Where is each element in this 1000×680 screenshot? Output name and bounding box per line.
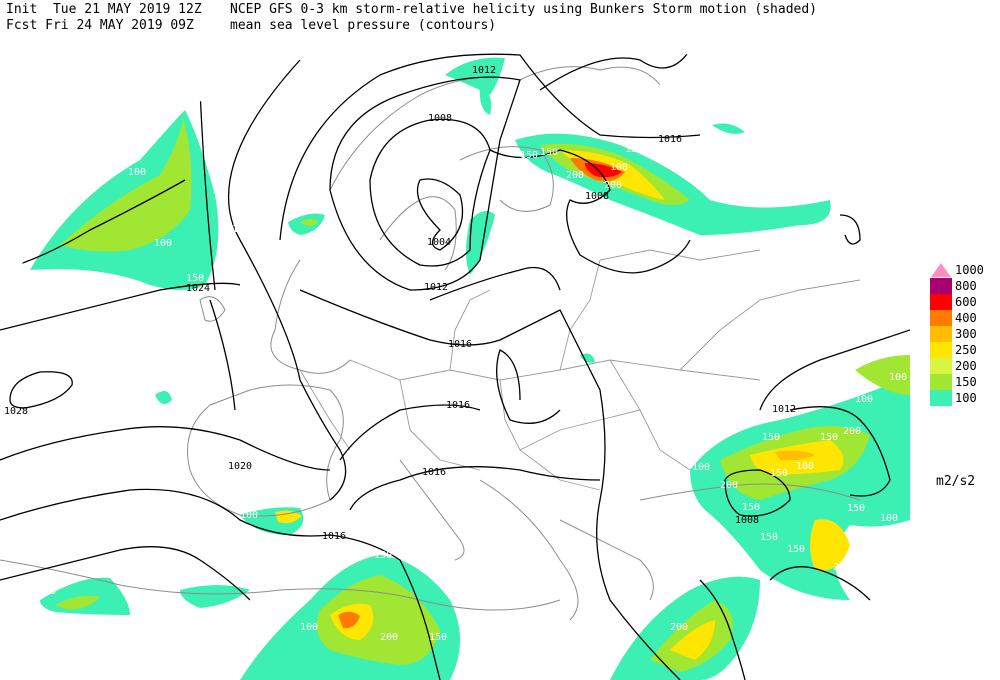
legend-row: 250	[925, 342, 995, 358]
color-legend: 1000 800 600 400 300 250 200 150 100	[925, 262, 995, 406]
legend-row: 300	[925, 326, 995, 342]
helicity-value-label: 200	[720, 480, 738, 491]
contour-label: 1012	[472, 65, 496, 76]
helicity-value-label: 150	[760, 532, 778, 543]
legend-swatch	[930, 278, 952, 294]
contour-label: 1024	[186, 283, 210, 294]
legend-row: 100	[925, 390, 995, 406]
contour-label: 1008	[585, 191, 609, 202]
helicity-value-label: 100	[240, 510, 258, 521]
contour-label: 1016	[658, 134, 682, 145]
init-time-label: Init Tue 21 MAY 2019 12Z	[6, 2, 202, 17]
helicity-value-label: 200	[380, 632, 398, 643]
contour-label: 1008	[428, 113, 452, 124]
legend-swatch	[930, 310, 952, 326]
legend-row: 600	[925, 294, 995, 310]
legend-row: 150	[925, 374, 995, 390]
legend-swatch	[930, 390, 952, 406]
contour-label: 1008	[735, 515, 759, 526]
legend-row: 400	[925, 310, 995, 326]
helicity-value-label: 200	[566, 170, 584, 181]
helicity-value-label: 150	[374, 550, 392, 561]
legend-row: 800	[925, 278, 995, 294]
legend-label: 1000	[955, 263, 984, 277]
helicity-value-label: 150	[820, 432, 838, 443]
helicity-value-label: 100	[38, 586, 56, 597]
contour-label: 1012	[424, 282, 448, 293]
helicity-value-label: 100	[300, 622, 318, 633]
helicity-value-label: 150	[429, 632, 447, 643]
helicity-value-label: 100	[855, 394, 873, 405]
map-domain-edge	[0, 33, 910, 680]
product-title: NCEP GFS 0-3 km storm-relative helicity …	[230, 2, 817, 17]
legend-label: 100	[955, 391, 977, 405]
helicity-value-label: 100	[714, 179, 732, 190]
helicity-value-label: 100	[662, 588, 680, 599]
legend-label: 400	[955, 311, 977, 325]
coastlines	[0, 66, 861, 621]
legend-label: 600	[955, 295, 977, 309]
mslp-contours	[0, 49, 910, 680]
legend-swatch	[930, 374, 952, 390]
legend-label: 800	[955, 279, 977, 293]
helicity-value-label: 150	[847, 503, 865, 514]
helicity-labels: 100 150 200 100 100 100 150 200 150 100 …	[38, 119, 907, 643]
legend-label: 150	[955, 375, 977, 389]
helicity-value-label: 150	[186, 273, 204, 284]
helicity-value-label: 100	[154, 238, 172, 249]
helicity-value-label: 150	[770, 468, 788, 479]
helicity-value-label: 100	[880, 513, 898, 524]
helicity-value-label: 150	[742, 502, 760, 513]
helicity-value-label: 100	[128, 167, 146, 178]
legend-row: 1000	[925, 262, 995, 278]
helicity-value-label: 200	[843, 426, 861, 437]
helicity-value-label: 100	[796, 461, 814, 472]
contour-label: 1020	[228, 461, 252, 472]
legend-label: 200	[955, 359, 977, 373]
helicity-value-label: 100	[481, 119, 499, 130]
forecast-time-label: Fcst Fri 24 MAY 2019 09Z	[6, 18, 194, 33]
helicity-value-label: 200	[670, 622, 688, 633]
legend-row: 200	[925, 358, 995, 374]
helicity-value-label: 150	[762, 432, 780, 443]
contour-label: 1004	[427, 237, 451, 248]
contour-label: 1016	[422, 467, 446, 478]
legend-swatch	[930, 358, 952, 374]
helicity-value-label: 150	[540, 147, 558, 158]
helicity-value-label: 100	[692, 462, 710, 473]
legend-swatch	[930, 342, 952, 358]
legend-label: 250	[955, 343, 977, 357]
legend-triangle-icon	[931, 263, 951, 277]
legend-swatch	[930, 294, 952, 310]
contour-label: 1016	[322, 531, 346, 542]
helicity-value-label: 150	[520, 150, 538, 161]
helicity-value-label: 100	[610, 162, 628, 173]
contour-labels: 1012 1008 1016 1004 1008 1012 1024 1016 …	[4, 65, 796, 542]
helicity-shading	[30, 57, 910, 680]
legend-label: 300	[955, 327, 977, 341]
helicity-value-label: 200	[833, 562, 851, 573]
country-borders	[299, 249, 861, 491]
contour-label: 1012	[772, 404, 796, 415]
helicity-value-label: 100	[889, 372, 907, 383]
helicity-value-label: 100	[735, 196, 753, 207]
contour-description: mean sea level pressure (contours)	[230, 18, 497, 33]
contour-label: 1016	[448, 339, 472, 350]
helicity-value-label: 150	[625, 144, 643, 155]
helicity-value-label: 100	[232, 224, 250, 235]
legend-swatch	[930, 326, 952, 342]
contour-label: 1016	[446, 400, 470, 411]
helicity-value-label: 200	[604, 180, 622, 191]
helicity-value-label: 150	[787, 544, 805, 555]
legend-units: m2/s2	[936, 474, 976, 489]
contour-label: 1028	[4, 406, 28, 417]
